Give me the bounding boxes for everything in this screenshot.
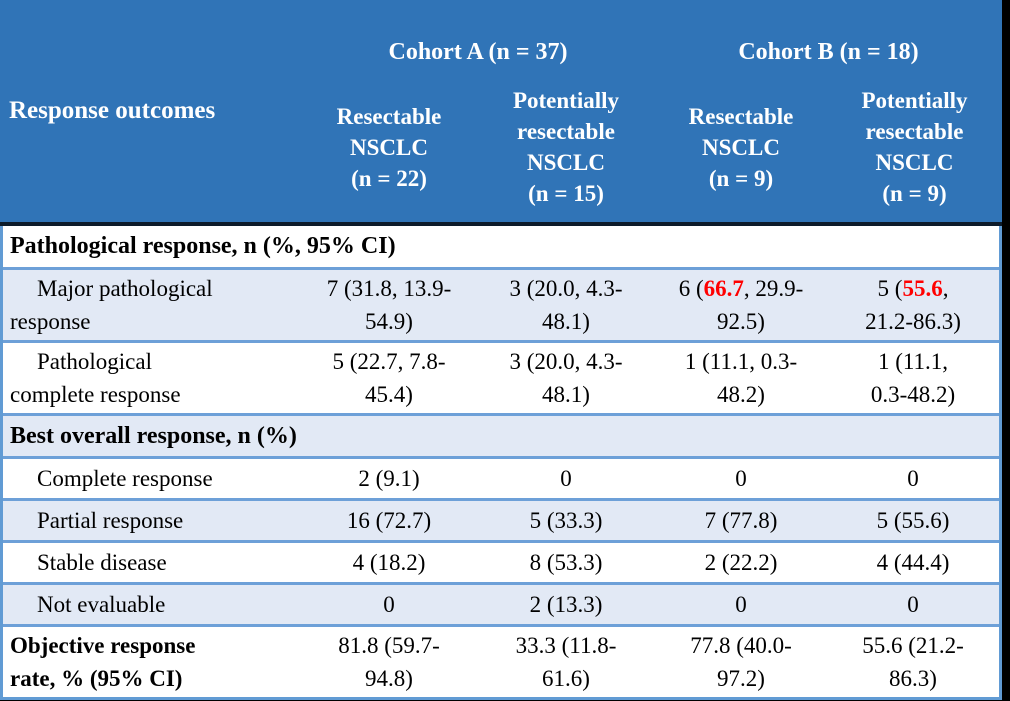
value-cell: 5 (22.7, 7.8- 45.4) (332, 349, 446, 407)
value-prefix: 5 ( (877, 276, 903, 301)
value-cell: 55.6 (21.2- 86.3) (862, 633, 964, 691)
value-cell: 5 (33.3) (529, 508, 603, 533)
value-cell: 7 (77.8) (704, 508, 778, 533)
value-cell: 0 (735, 592, 747, 617)
column-group-cohort-a: Cohort A (n = 37) (388, 38, 568, 65)
highlighted-value: 55.6 (902, 276, 943, 301)
value-suffix: , 29.9- 92.5) (717, 276, 804, 334)
column-header-resectable-a: Resectable NSCLC (n = 22) (336, 103, 442, 191)
value-cell: 2 (9.1) (358, 466, 420, 491)
column-header-response-outcomes: Response outcomes (9, 97, 216, 124)
value-cell: 1 (11.1, 0.3- 48.2) (684, 349, 798, 407)
table-row-complete-response: Complete response 2 (9.1) 0 0 0 (3, 456, 999, 498)
value-cell: 4 (18.2) (352, 550, 426, 575)
value-cell: 0 (383, 592, 395, 617)
column-header-potentially-resectable-b: Potentially resectable NSCLC (n = 9) (861, 88, 968, 206)
value-cell: 81.8 (59.7- 94.8) (338, 633, 440, 691)
table-row-not-evaluable: Not evaluable 0 2 (13.3) 0 0 (3, 582, 999, 624)
value-cell: 7 (31.8, 13.9- 54.9) (326, 276, 452, 334)
value-cell: 2 (22.2) (704, 550, 778, 575)
table-body: Pathological response, n (%, 95% CI) Maj… (3, 226, 999, 697)
column-group-cohort-b: Cohort B (n = 18) (738, 38, 919, 65)
section-label: Pathological response, n (%, 95% CI) (10, 233, 396, 259)
column-header-potentially-resectable-a: Potentially resectable NSCLC (n = 15) (512, 88, 620, 206)
value-cell: 5 (55.6) (876, 508, 950, 533)
table-row-objective-response-rate: Objective response rate, % (95% CI) 81.8… (3, 624, 999, 697)
value-cell: 0 (907, 466, 919, 491)
value-cell-highlighted: 5 (55.6, 21.2-86.3) (827, 270, 999, 340)
table-row-pathological-complete-response: Pathological complete response 5 (22.7, … (3, 340, 999, 413)
value-cell: 3 (20.0, 4.3- 48.1) (509, 276, 623, 334)
value-suffix: , 21.2-86.3) (865, 276, 961, 334)
section-row-pathological-response: Pathological response, n (%, 95% CI) (3, 226, 999, 267)
highlighted-value: 66.7 (703, 276, 744, 301)
value-cell: 8 (53.3) (529, 550, 603, 575)
row-label: Complete response (37, 466, 213, 491)
row-label: Partial response (37, 508, 184, 533)
value-cell: 0 (735, 466, 747, 491)
table-row-stable-disease: Stable disease 4 (18.2) 8 (53.3) 2 (22.2… (3, 540, 999, 582)
row-label: Stable disease (37, 550, 167, 575)
value-cell: 0 (560, 466, 572, 491)
column-header-resectable-b: Resectable NSCLC (n = 9) (688, 103, 794, 191)
value-prefix: 6 ( (678, 276, 704, 301)
row-label: Pathological complete response (10, 349, 181, 407)
table-row-partial-response: Partial response 16 (72.7) 5 (33.3) 7 (7… (3, 498, 999, 540)
value-cell: 33.3 (11.8- 61.6) (515, 633, 617, 691)
section-label: Best overall response, n (%) (10, 422, 297, 449)
value-cell: 77.8 (40.0- 97.2) (690, 633, 792, 691)
value-cell: 3 (20.0, 4.3- 48.1) (509, 349, 623, 407)
value-cell: 1 (11.1, 0.3-48.2) (870, 349, 956, 407)
row-label: Not evaluable (37, 592, 166, 617)
value-cell: 2 (13.3) (529, 592, 603, 617)
value-cell-highlighted: 6 (66.7, 29.9- 92.5) (655, 270, 827, 340)
row-label: Major pathological response (10, 276, 213, 334)
value-cell: 0 (907, 592, 919, 617)
table-header: Response outcomes Cohort A (n = 37) Coho… (0, 0, 1002, 226)
value-cell: 4 (44.4) (876, 550, 950, 575)
table-row-major-pathological-response: Major pathological response 7 (31.8, 13.… (3, 267, 999, 340)
value-cell: 16 (72.7) (346, 508, 432, 533)
section-row-best-overall-response: Best overall response, n (%) (3, 413, 999, 456)
row-label: Objective response rate, % (95% CI) (10, 633, 196, 691)
